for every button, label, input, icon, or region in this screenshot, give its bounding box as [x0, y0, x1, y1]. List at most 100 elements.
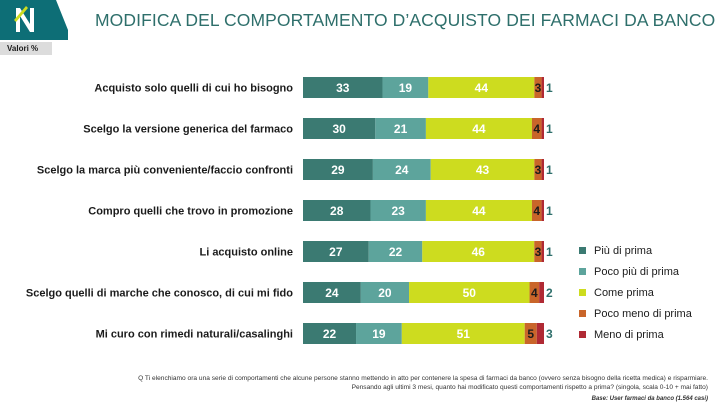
category-label: Li acquisto online — [199, 247, 293, 259]
category-label: Scelgo la versione generica del farmaco — [83, 124, 293, 136]
legend-item: Più di prima — [579, 240, 719, 261]
data-label: 22 — [323, 327, 337, 341]
bar-segment — [401, 323, 525, 344]
data-label: 1 — [546, 163, 553, 177]
bar-segment — [539, 282, 544, 303]
category-label: Scelgo la marca più conveniente/faccio c… — [37, 165, 293, 177]
page-title: MODIFICA DEL COMPORTAMENTO D’ACQUISTO DE… — [95, 10, 716, 30]
data-label: 29 — [331, 163, 345, 177]
bar-segment — [303, 323, 357, 344]
values-badge: Valori % — [0, 42, 52, 55]
bar-segment — [370, 200, 426, 221]
bar-segment — [524, 323, 537, 344]
question-note-line-1: Q Ti elenchiamo ora una serie di comport… — [138, 375, 708, 382]
sample-base: Base: User farmaci da banco (1.564 casi) — [591, 396, 708, 402]
data-label: 4 — [531, 286, 538, 300]
data-label: 44 — [475, 81, 489, 95]
brand-logo — [0, 0, 80, 40]
data-label: 5 — [527, 327, 534, 341]
bar-segment — [356, 323, 402, 344]
bar-segment — [541, 118, 544, 139]
legend-label: Poco più di prima — [594, 265, 679, 278]
bar-segment — [541, 241, 544, 262]
bar-segment — [428, 77, 535, 98]
data-label: 44 — [472, 204, 486, 218]
data-label: 50 — [463, 286, 477, 300]
legend-item: Come prima — [579, 282, 719, 303]
legend-label: Più di prima — [594, 244, 653, 257]
question-note-line-2: Pensando agli ultimi 3 mesi, quanto hai … — [351, 383, 708, 391]
bar-segment — [531, 118, 542, 139]
data-label: 24 — [325, 286, 339, 300]
bar-segment — [536, 323, 544, 344]
bar-segment — [409, 282, 530, 303]
bar-segment — [541, 159, 544, 180]
data-label: 1 — [546, 204, 553, 218]
data-label: 19 — [372, 327, 386, 341]
data-label: 3 — [535, 81, 542, 95]
data-label: 23 — [392, 204, 406, 218]
bar-segment — [534, 159, 542, 180]
data-label: 4 — [533, 122, 540, 136]
bar-segment — [303, 241, 369, 262]
data-label: 3 — [535, 163, 542, 177]
category-label: Acquisto solo quelli di cui ho bisogno — [94, 83, 293, 95]
legend-swatch — [579, 247, 586, 254]
data-label: 4 — [533, 204, 540, 218]
legend-swatch — [579, 331, 586, 338]
bar-segment — [375, 118, 426, 139]
bar-segment — [541, 77, 544, 98]
data-label: 24 — [395, 163, 409, 177]
bar-segment — [531, 200, 542, 221]
data-label: 3 — [535, 245, 542, 259]
data-label: 3 — [546, 327, 553, 341]
bar-segment — [360, 282, 410, 303]
category-label: Compro quelli che trovo in promozione — [88, 206, 293, 218]
data-label: 46 — [472, 245, 486, 259]
bar-segment — [425, 200, 532, 221]
bar-segment — [303, 282, 361, 303]
legend-swatch — [579, 310, 586, 317]
data-label: 43 — [476, 163, 490, 177]
bar-segment — [534, 241, 542, 262]
bar-segment — [430, 159, 535, 180]
bar-segment — [382, 77, 429, 98]
bar-segment — [368, 241, 423, 262]
data-label: 22 — [389, 245, 403, 259]
data-label: 2 — [546, 286, 553, 300]
bar-segment — [529, 282, 540, 303]
category-label: Scelgo quelli di marche che conosco, di … — [26, 288, 293, 300]
bar-segment — [372, 159, 431, 180]
bar-segment — [303, 118, 376, 139]
bar-segment — [422, 241, 535, 262]
bar-segment — [303, 159, 373, 180]
data-label: 30 — [332, 122, 346, 136]
chart-legend: Più di prima Poco più di prima Come prima P… — [579, 240, 719, 345]
data-label: 28 — [330, 204, 344, 218]
data-label: 20 — [378, 286, 392, 300]
legend-item: Poco più di prima — [579, 261, 719, 282]
bar-segment — [534, 77, 542, 98]
legend-swatch — [579, 268, 586, 275]
data-label: 1 — [546, 245, 553, 259]
data-label: 51 — [457, 327, 471, 341]
legend-label: Meno di prima — [594, 328, 664, 341]
legend-item: Poco meno di prima — [579, 303, 719, 324]
legend-swatch — [579, 289, 586, 296]
data-label: 1 — [546, 122, 553, 136]
bar-segment — [541, 200, 544, 221]
legend-label: Come prima — [594, 286, 654, 299]
data-label: 1 — [546, 81, 553, 95]
question-note: Q Ti elenchiamo ora una serie di comport… — [0, 375, 708, 392]
bar-segment — [425, 118, 532, 139]
bar-segment — [303, 77, 383, 98]
data-label: 44 — [472, 122, 486, 136]
data-label: 27 — [329, 245, 343, 259]
legend-label: Poco meno di prima — [594, 307, 692, 320]
data-label: 21 — [394, 122, 408, 136]
data-label: 33 — [336, 81, 350, 95]
data-label: 19 — [399, 81, 413, 95]
category-label: Mi curo con rimedi naturali/casalinghi — [96, 329, 293, 341]
legend-item: Meno di prima — [579, 324, 719, 345]
